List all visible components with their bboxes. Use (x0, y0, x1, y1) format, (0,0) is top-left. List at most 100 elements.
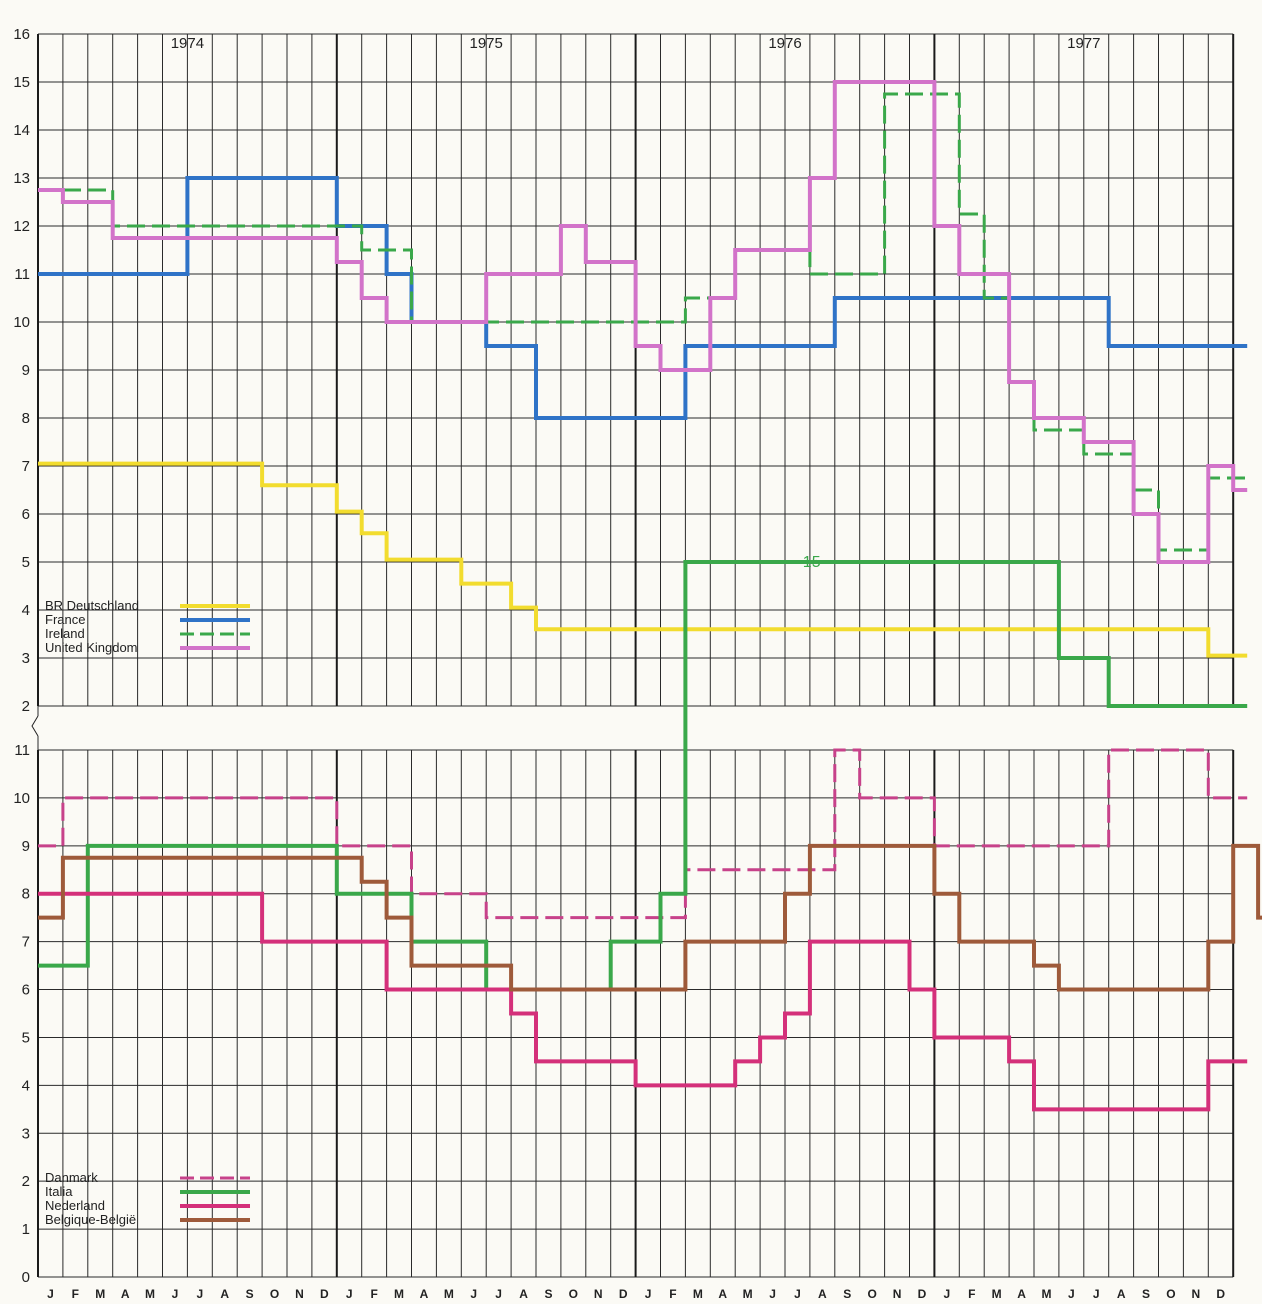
legend-label: Ireland (45, 626, 85, 641)
ytick-lower-1: 1 (22, 1221, 30, 1238)
series-ireland (38, 92, 1248, 552)
ytick-upper-16: 16 (13, 26, 30, 43)
ytick-upper-10: 10 (13, 314, 30, 331)
axis-break-mark (31, 715, 39, 737)
ytick-upper-5: 5 (22, 554, 30, 571)
month-label: J (944, 1287, 951, 1301)
month-label: M (693, 1287, 703, 1301)
month-label: O (867, 1287, 876, 1301)
month-label: J (794, 1287, 801, 1301)
month-label: F (669, 1287, 676, 1301)
series-danmark (38, 748, 1248, 920)
month-label: O (270, 1287, 279, 1301)
month-label: J (197, 1287, 204, 1301)
month-label: O (569, 1287, 578, 1301)
month-label: A (1017, 1287, 1026, 1301)
ytick-upper-3: 3 (22, 650, 30, 667)
ytick-lower-6: 6 (22, 982, 30, 999)
month-label: A (420, 1287, 429, 1301)
series-nederland (38, 891, 1248, 1112)
ytick-lower-8: 8 (22, 886, 30, 903)
month-label: D (1216, 1287, 1225, 1301)
month-label: F (968, 1287, 975, 1301)
month-label: A (121, 1287, 130, 1301)
month-label: J (769, 1287, 776, 1301)
ytick-upper-14: 14 (13, 122, 30, 139)
year-label-1975: 1975 (470, 35, 503, 52)
month-label: M (394, 1287, 404, 1301)
month-label: D (619, 1287, 628, 1301)
ytick-lower-4: 4 (22, 1077, 30, 1094)
series-france (38, 176, 1248, 420)
series-united-kingdom (38, 80, 1248, 564)
month-label: O (1166, 1287, 1175, 1301)
ytick-upper-15: 15 (13, 74, 30, 91)
month-label: M (145, 1287, 155, 1301)
month-label: A (1117, 1287, 1126, 1301)
ytick-lower-7: 7 (22, 934, 30, 951)
month-label: J (1093, 1287, 1100, 1301)
month-label: N (893, 1287, 902, 1301)
month-label: M (992, 1287, 1002, 1301)
month-label: S (246, 1287, 254, 1301)
month-label: F (72, 1287, 79, 1301)
legend-label: Danmark (45, 1170, 98, 1185)
legend-label: BR Deutschland (45, 598, 139, 613)
annotation-italia-15: 15 (803, 554, 821, 571)
year-label-1977: 1977 (1067, 35, 1100, 52)
month-label: A (220, 1287, 229, 1301)
month-label: J (1068, 1287, 1075, 1301)
month-label: M (1041, 1287, 1051, 1301)
month-label: J (645, 1287, 652, 1301)
month-label: D (320, 1287, 329, 1301)
month-label: M (95, 1287, 105, 1301)
legend-label: Nederland (45, 1198, 105, 1213)
ytick-upper-4: 4 (22, 602, 30, 619)
ytick-lower-9: 9 (22, 838, 30, 855)
ytick-upper-6: 6 (22, 506, 30, 523)
legend-label: France (45, 612, 85, 627)
month-label: M (444, 1287, 454, 1301)
month-label: N (1192, 1287, 1201, 1301)
month-label: M (743, 1287, 753, 1301)
month-label: A (519, 1287, 528, 1301)
ytick-upper-9: 9 (22, 362, 30, 379)
month-label: N (594, 1287, 603, 1301)
month-label: J (346, 1287, 353, 1301)
year-label-1976: 1976 (768, 35, 801, 52)
legend-label: Italia (45, 1184, 73, 1199)
month-label: A (718, 1287, 727, 1301)
ytick-upper-11: 11 (14, 266, 30, 283)
ytick-lower-5: 5 (22, 1029, 30, 1046)
year-label-1974: 1974 (171, 35, 204, 52)
month-label: J (495, 1287, 502, 1301)
ytick-upper-2: 2 (22, 698, 30, 715)
ytick-upper-7: 7 (22, 458, 30, 475)
ytick-lower-0: 0 (22, 1269, 30, 1286)
legend-label: Belgique-België (45, 1212, 136, 1227)
ytick-upper-12: 12 (13, 218, 30, 235)
month-label: F (370, 1287, 377, 1301)
series-lines (38, 80, 1262, 1112)
series-br-deutschland (38, 461, 1248, 658)
month-label: D (918, 1287, 927, 1301)
series-belgique-belgi- (38, 843, 1262, 992)
ytick-lower-3: 3 (22, 1125, 30, 1142)
month-label: N (295, 1287, 304, 1301)
month-label: S (544, 1287, 552, 1301)
month-label: J (470, 1287, 477, 1301)
month-label: J (47, 1287, 54, 1301)
ytick-upper-13: 13 (13, 170, 30, 187)
legend-label: United Kingdom (45, 640, 138, 655)
month-label: A (818, 1287, 827, 1301)
grid (31, 33, 1235, 1278)
month-label: J (172, 1287, 179, 1301)
ytick-lower-10: 10 (13, 790, 30, 807)
ytick-upper-8: 8 (22, 410, 30, 427)
month-label: S (1142, 1287, 1150, 1301)
ytick-lower-2: 2 (22, 1173, 30, 1190)
month-label: S (843, 1287, 851, 1301)
